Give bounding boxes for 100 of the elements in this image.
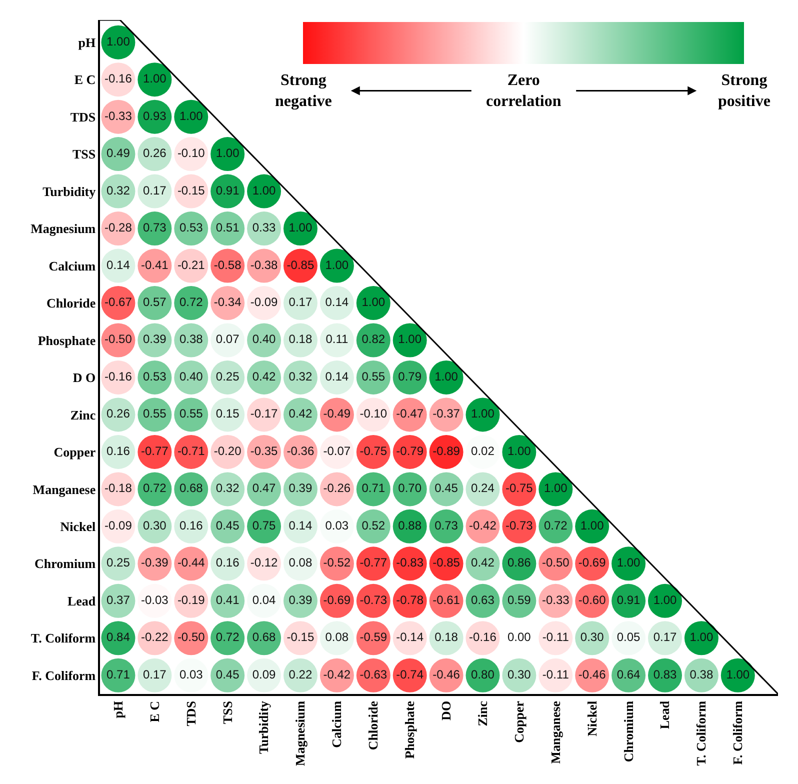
data-label: -0.36 xyxy=(286,444,314,458)
data-label: 0.42 xyxy=(471,556,495,570)
y-tick-label: Zinc xyxy=(70,407,96,422)
data-label: 0.05 xyxy=(616,630,641,644)
data-label: 0.68 xyxy=(252,630,276,644)
data-label: -0.69 xyxy=(323,592,351,607)
data-label: -0.42 xyxy=(323,667,351,682)
data-label: 0.72 xyxy=(544,518,568,532)
y-tick-label: Chromium xyxy=(34,556,96,572)
data-label: 0.39 xyxy=(288,592,312,607)
data-label: 0.16 xyxy=(106,444,130,458)
data-label: 0.14 xyxy=(288,518,312,532)
data-label: 0.38 xyxy=(690,667,714,682)
data-label: -0.15 xyxy=(177,183,206,198)
data-label: 0.26 xyxy=(106,406,130,421)
data-label: -0.89 xyxy=(432,444,460,458)
y-tick-label: Copper xyxy=(54,444,96,460)
data-label: 0.17 xyxy=(143,183,167,198)
data-label: 1.00 xyxy=(362,295,386,310)
data-label: 0.00 xyxy=(508,630,532,644)
data-label: 0.09 xyxy=(252,667,276,682)
data-label: 0.32 xyxy=(216,481,240,496)
data-label: 0.47 xyxy=(252,481,276,496)
annotation: Zero correlation xyxy=(486,72,562,110)
x-tick-label: Zinc xyxy=(474,700,490,726)
data-label: 0.72 xyxy=(143,481,167,496)
data-label: 0.68 xyxy=(179,481,204,496)
data-label: -0.50 xyxy=(177,630,206,644)
y-tick-label: Magnesium xyxy=(30,221,96,236)
data-label: 0.84 xyxy=(106,630,130,644)
data-label: 0.83 xyxy=(653,667,677,682)
data-label: -0.35 xyxy=(250,444,278,458)
data-label: 1.00 xyxy=(325,258,349,272)
data-label: -0.46 xyxy=(432,667,460,682)
data-label: 1.00 xyxy=(216,146,240,160)
data-label: 0.14 xyxy=(325,369,349,384)
data-label: -0.21 xyxy=(177,258,206,272)
data-label: -0.38 xyxy=(250,258,278,272)
data-label: -0.69 xyxy=(578,556,606,570)
data-label: 0.82 xyxy=(362,332,386,346)
data-label: -0.11 xyxy=(542,630,570,644)
data-label: -0.26 xyxy=(323,481,351,496)
data-label: 1.00 xyxy=(179,108,204,123)
data-label: -0.10 xyxy=(177,146,206,160)
data-label: 0.42 xyxy=(252,369,276,384)
data-label: -0.19 xyxy=(177,592,206,607)
annotation: Strong negative xyxy=(275,72,332,110)
data-label: 1.00 xyxy=(544,481,568,496)
data-label: -0.37 xyxy=(432,406,460,421)
data-label: -0.78 xyxy=(396,592,424,607)
data-label: 0.45 xyxy=(434,481,458,496)
data-label: -0.39 xyxy=(141,556,169,570)
data-label: -0.46 xyxy=(578,667,606,682)
data-label: 0.41 xyxy=(216,592,240,607)
data-label: 1.00 xyxy=(726,667,750,682)
data-label: 0.45 xyxy=(216,667,240,682)
data-label: 0.38 xyxy=(179,332,204,346)
data-label: 0.64 xyxy=(616,667,641,682)
data-label: 0.57 xyxy=(143,295,167,310)
data-label: 0.93 xyxy=(143,108,167,123)
y-tick-label: F. Coliform xyxy=(32,668,96,683)
data-label: -0.33 xyxy=(104,108,132,123)
data-label: 0.45 xyxy=(216,518,240,532)
x-tick-label: Magnesium xyxy=(292,700,308,766)
data-label: 1.00 xyxy=(690,630,714,644)
y-tick-label: T. Coliform xyxy=(30,630,96,646)
y-tick-label: pH xyxy=(78,34,96,50)
data-label: 0.86 xyxy=(508,556,532,570)
data-label: 0.02 xyxy=(471,444,495,458)
y-tick-label: TDS xyxy=(70,109,96,124)
data-label: -0.74 xyxy=(396,667,424,682)
data-label: 0.75 xyxy=(252,518,276,532)
data-label: 0.03 xyxy=(325,518,349,532)
data-label: -0.60 xyxy=(578,592,606,607)
data-label: 0.32 xyxy=(106,183,130,198)
y-tick-label: TSS xyxy=(72,146,96,162)
data-label: -0.09 xyxy=(250,295,278,310)
data-label: -0.85 xyxy=(432,556,460,570)
data-label: 1.00 xyxy=(580,518,604,532)
data-label: 0.04 xyxy=(252,592,276,607)
data-label: 0.07 xyxy=(216,332,240,346)
x-tick-label: E C xyxy=(146,700,162,722)
y-tick-label: Turbidity xyxy=(42,184,96,199)
data-label: 0.14 xyxy=(325,295,349,310)
data-label: 0.71 xyxy=(106,667,130,682)
data-label: 0.24 xyxy=(471,481,495,496)
data-label: 1.00 xyxy=(252,183,276,198)
data-label: 0.15 xyxy=(216,406,240,421)
x-tick-label: Chloride xyxy=(366,700,381,750)
data-label: 0.91 xyxy=(616,592,641,607)
data-label: 0.55 xyxy=(143,406,167,421)
data-label: 0.30 xyxy=(508,667,532,682)
data-label: -0.75 xyxy=(360,444,388,458)
data-label: 0.30 xyxy=(580,630,604,644)
data-label: -0.03 xyxy=(141,592,169,607)
data-label: 0.16 xyxy=(216,556,240,570)
data-label: -0.77 xyxy=(360,556,388,570)
data-label: -0.42 xyxy=(469,518,497,532)
data-label: 0.17 xyxy=(653,630,677,644)
x-tick-label: Manganese xyxy=(548,700,563,764)
